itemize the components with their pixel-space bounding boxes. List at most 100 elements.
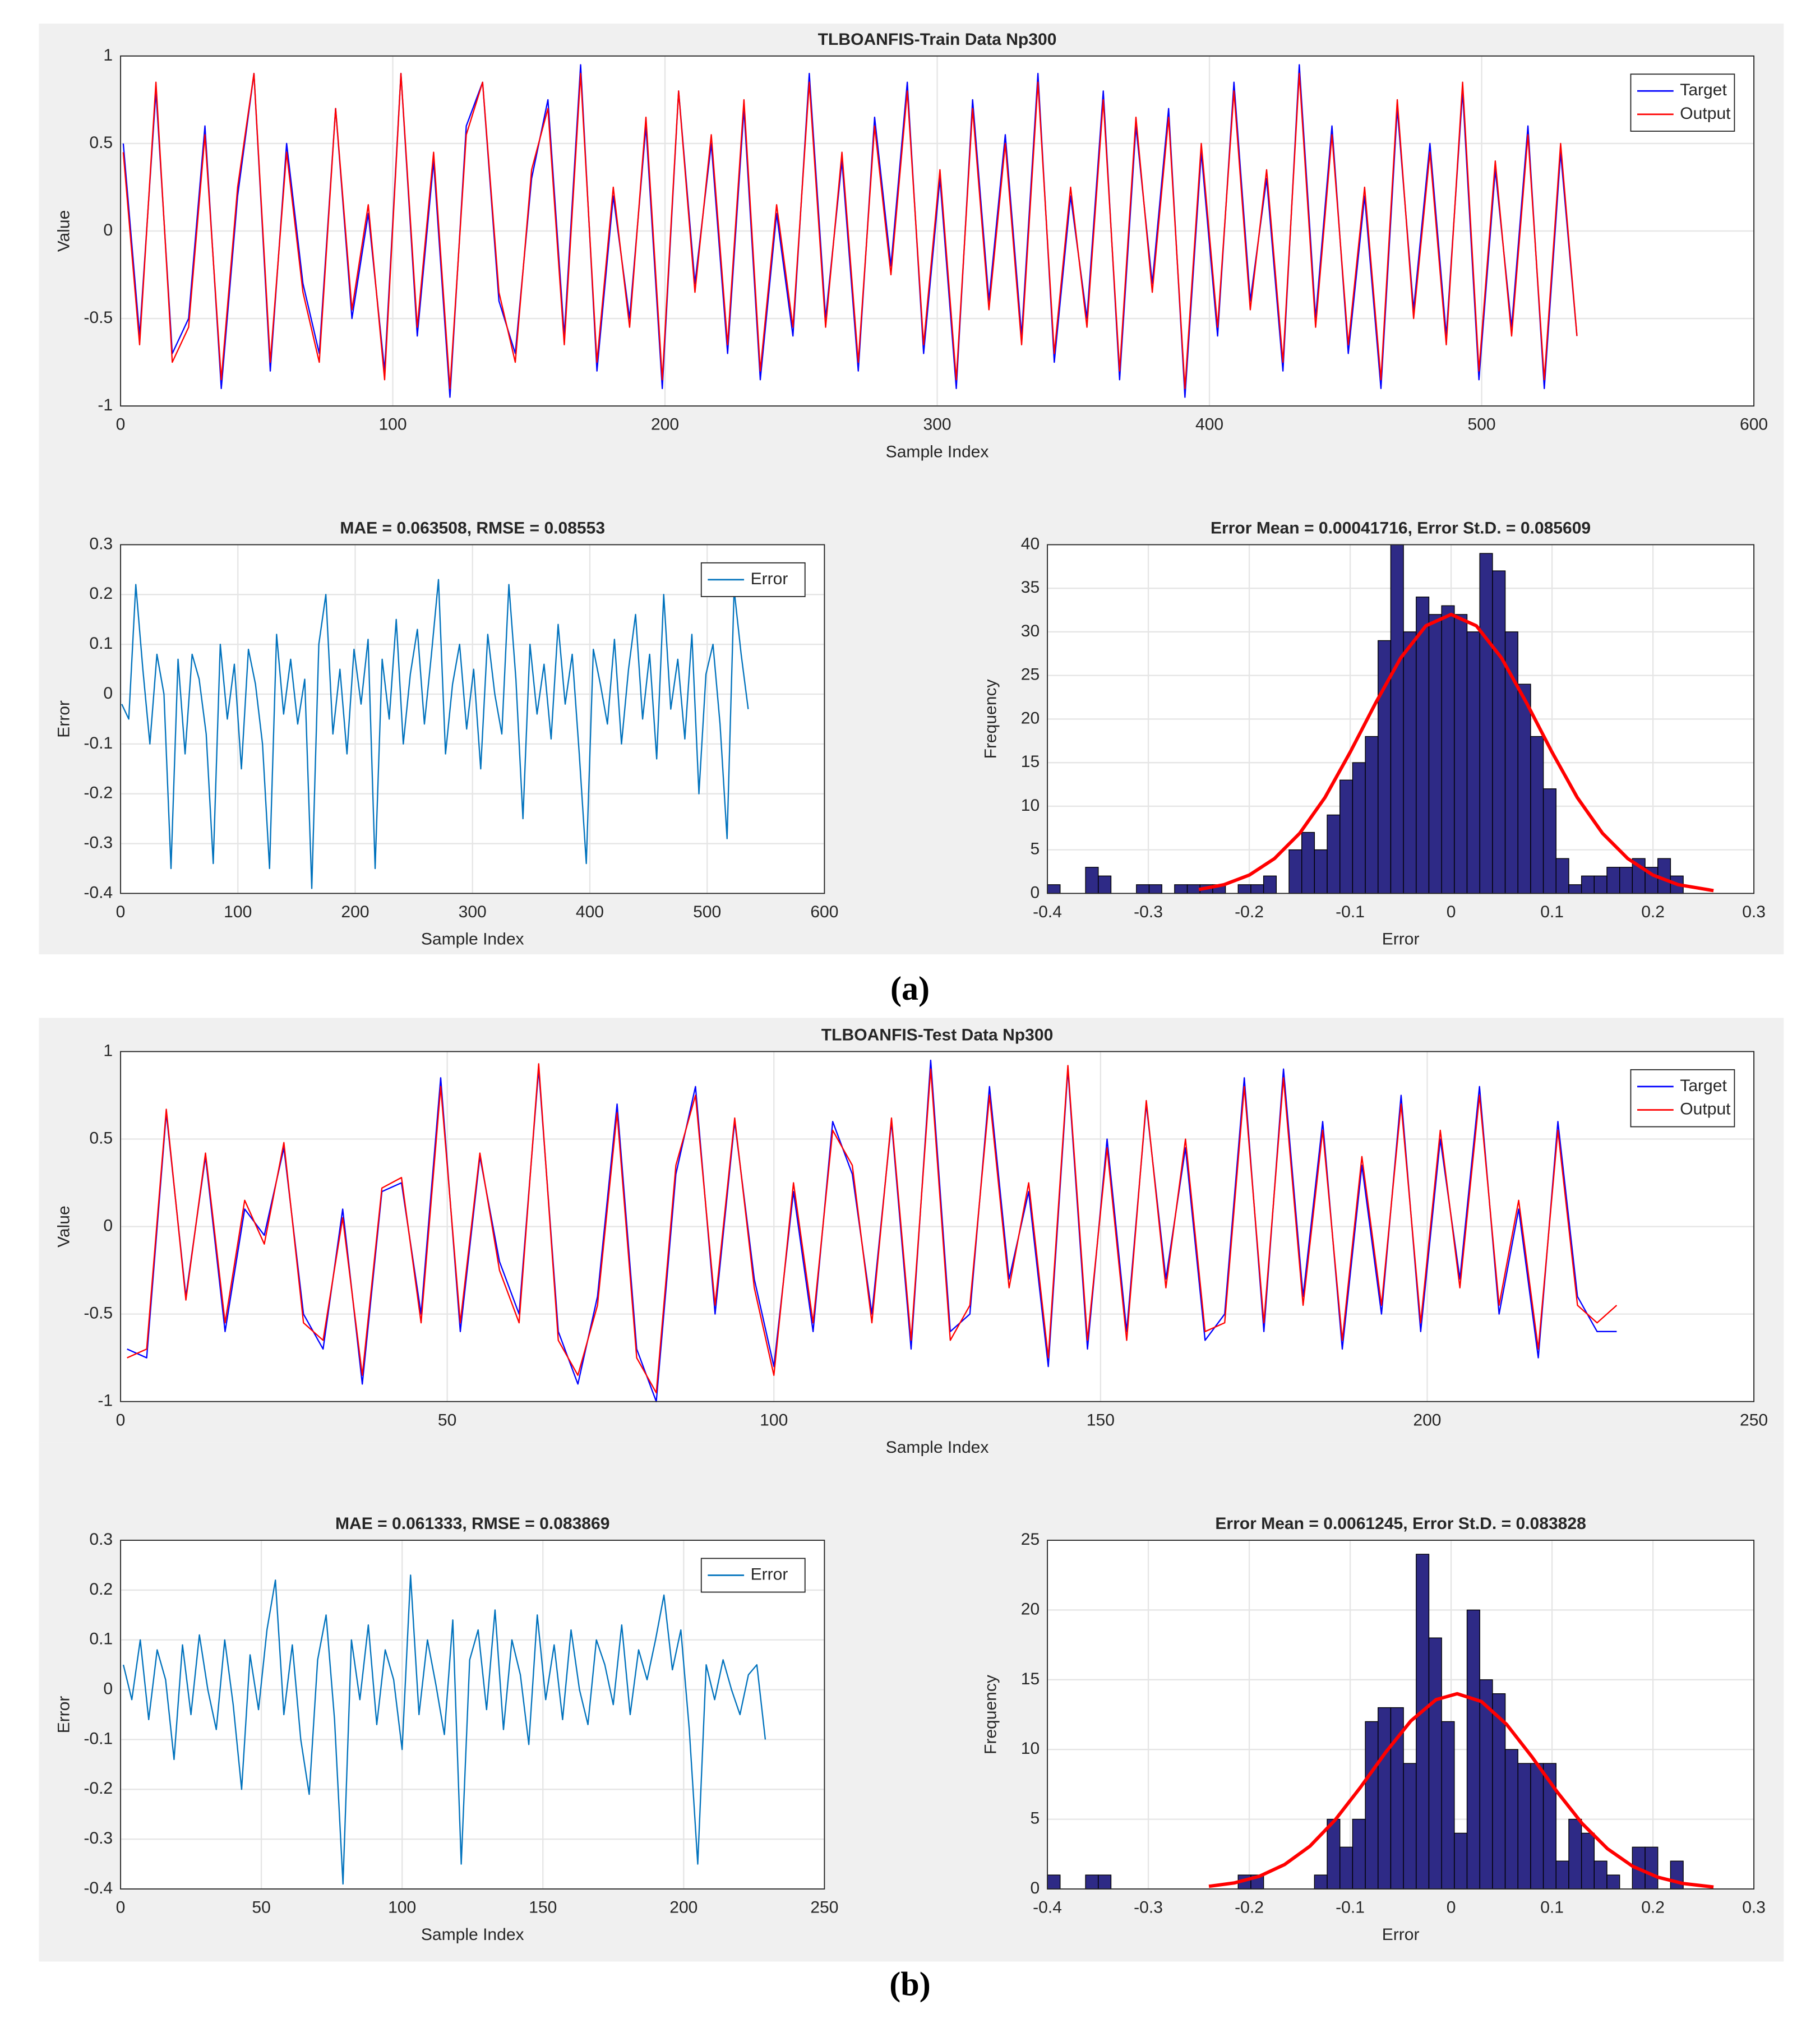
y-tick-label: 35 bbox=[1021, 578, 1040, 597]
x-tick-label: 100 bbox=[378, 415, 407, 434]
bar bbox=[1441, 1721, 1455, 1890]
bar bbox=[1454, 614, 1468, 894]
y-tick-label: -0.4 bbox=[84, 883, 113, 902]
bar bbox=[1174, 884, 1188, 894]
x-tick-label: 50 bbox=[438, 1411, 456, 1429]
bar bbox=[1530, 736, 1544, 894]
y-tick-label: 0 bbox=[103, 221, 113, 239]
x-tick-label: 100 bbox=[224, 903, 252, 921]
chart-title: TLBOANFIS-Train Data Np300 bbox=[818, 30, 1057, 49]
bar bbox=[1466, 631, 1480, 894]
chart-title: Error Mean = 0.00041716, Error St.D. = 0… bbox=[1211, 519, 1591, 538]
x-tick-label: 500 bbox=[1468, 415, 1496, 434]
bar bbox=[1542, 788, 1556, 894]
y-tick-label: 0 bbox=[103, 1217, 113, 1235]
chart-title: MAE = 0.063508, RMSE = 0.08553 bbox=[340, 519, 605, 538]
axes-box bbox=[120, 544, 825, 894]
x-tick-label: -0.2 bbox=[1235, 903, 1264, 921]
y-tick-label: -0.5 bbox=[84, 1304, 113, 1323]
y-tick-label: 0.3 bbox=[89, 534, 113, 553]
y-tick-label: 1 bbox=[103, 1041, 113, 1060]
x-tick-label: -0.4 bbox=[1033, 1899, 1062, 1917]
bar bbox=[1581, 1832, 1595, 1890]
y-tick-label: 25 bbox=[1021, 1530, 1040, 1549]
series-line bbox=[127, 1063, 1618, 1394]
y-tick-label: -0.2 bbox=[84, 784, 113, 802]
y-tick-label: 5 bbox=[1030, 840, 1040, 858]
y-tick-label: 0.2 bbox=[89, 1580, 113, 1599]
bar bbox=[1441, 605, 1455, 894]
x-tick-label: 150 bbox=[529, 1899, 557, 1917]
caption: (b) bbox=[889, 1965, 930, 2003]
x-tick-label: 600 bbox=[1740, 415, 1768, 434]
x-tick-label: 400 bbox=[1195, 415, 1223, 434]
x-tick-label: 150 bbox=[1087, 1411, 1115, 1429]
x-tick-label: 300 bbox=[923, 415, 951, 434]
x-axis-label: Sample Index bbox=[421, 930, 524, 949]
legend-label: Target bbox=[1680, 1077, 1727, 1095]
x-tick-label: 0 bbox=[116, 903, 126, 921]
bar bbox=[1327, 1818, 1341, 1890]
bar bbox=[1237, 884, 1251, 894]
bar bbox=[1555, 858, 1569, 894]
bar bbox=[1314, 849, 1328, 894]
bar bbox=[1606, 1874, 1620, 1890]
y-tick-label: 0.5 bbox=[89, 133, 113, 152]
bar bbox=[1186, 884, 1200, 894]
bar bbox=[1428, 614, 1442, 894]
x-tick-label: 50 bbox=[252, 1899, 270, 1917]
bar bbox=[1250, 884, 1264, 894]
fit-curve bbox=[1198, 612, 1714, 893]
y-tick-label: -1 bbox=[98, 1392, 113, 1410]
bar bbox=[1403, 631, 1417, 894]
bar bbox=[1466, 1609, 1480, 1890]
x-tick-label: 400 bbox=[576, 903, 604, 921]
x-tick-label: 0 bbox=[1447, 1899, 1456, 1917]
bar bbox=[1403, 1763, 1417, 1890]
fit-curve bbox=[1208, 1692, 1714, 1889]
bar bbox=[1288, 849, 1302, 894]
y-tick-label: 10 bbox=[1021, 796, 1040, 815]
x-axis-label: Sample Index bbox=[421, 1925, 524, 1944]
x-tick-label: 200 bbox=[341, 903, 369, 921]
x-tick-label: 0.3 bbox=[1742, 1899, 1766, 1917]
series-line bbox=[122, 72, 1578, 390]
bar bbox=[1593, 875, 1607, 894]
bar bbox=[1530, 1763, 1544, 1890]
bar bbox=[1314, 1874, 1328, 1890]
y-tick-label: 25 bbox=[1021, 666, 1040, 684]
caption: (a) bbox=[890, 970, 930, 1008]
bar bbox=[1047, 884, 1061, 894]
bar bbox=[1098, 1874, 1112, 1890]
y-tick-label: -0.3 bbox=[84, 833, 113, 852]
bar bbox=[1593, 1860, 1607, 1890]
x-tick-label: 0.3 bbox=[1742, 903, 1766, 921]
bar bbox=[1339, 779, 1354, 894]
x-tick-label: -0.3 bbox=[1134, 903, 1163, 921]
y-tick-label: 20 bbox=[1021, 709, 1040, 727]
y-axis-label: Frequency bbox=[982, 679, 1000, 759]
bar bbox=[1378, 1707, 1392, 1890]
x-tick-label: 0 bbox=[116, 1899, 126, 1917]
bar bbox=[1136, 884, 1150, 894]
x-tick-label: 250 bbox=[810, 1899, 838, 1917]
y-axis-label: Error bbox=[55, 700, 73, 738]
x-tick-label: -0.1 bbox=[1336, 1899, 1365, 1917]
x-tick-label: 600 bbox=[810, 903, 838, 921]
x-axis-label: Sample Index bbox=[886, 442, 989, 461]
y-tick-label: 15 bbox=[1021, 1670, 1040, 1688]
y-tick-label: 0.1 bbox=[89, 634, 113, 653]
y-tick-label: -1 bbox=[98, 396, 113, 414]
bar bbox=[1504, 1749, 1518, 1890]
x-tick-label: 500 bbox=[693, 903, 721, 921]
y-tick-label: -0.1 bbox=[84, 734, 113, 752]
x-tick-label: 0.1 bbox=[1540, 903, 1564, 921]
y-tick-label: -0.2 bbox=[84, 1779, 113, 1798]
y-tick-label: 0 bbox=[1030, 1879, 1040, 1897]
bar bbox=[1479, 553, 1493, 894]
x-tick-label: 250 bbox=[1740, 1411, 1768, 1429]
y-axis-label: Frequency bbox=[982, 1675, 1000, 1754]
bar bbox=[1568, 1818, 1582, 1890]
axes-box bbox=[120, 1540, 825, 1890]
axes-box bbox=[1047, 1540, 1755, 1890]
